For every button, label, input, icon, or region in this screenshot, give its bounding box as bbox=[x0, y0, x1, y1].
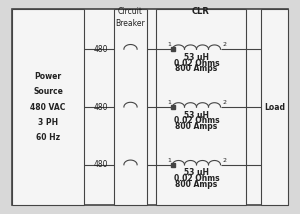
Text: 480: 480 bbox=[94, 103, 108, 111]
Text: 1: 1 bbox=[167, 158, 171, 163]
Text: 60 Hz: 60 Hz bbox=[36, 133, 60, 142]
Bar bbox=[114, 9, 147, 205]
Text: 800 Amps: 800 Amps bbox=[176, 122, 218, 131]
Text: 480 VAC: 480 VAC bbox=[30, 103, 66, 111]
Text: 3 PH: 3 PH bbox=[38, 118, 58, 127]
Text: Load: Load bbox=[264, 103, 285, 111]
Text: 2: 2 bbox=[222, 158, 226, 163]
Text: 1: 1 bbox=[167, 100, 171, 105]
Text: 800 Amps: 800 Amps bbox=[176, 64, 218, 73]
Text: Circuit: Circuit bbox=[118, 7, 143, 16]
Text: 2: 2 bbox=[222, 100, 226, 105]
Text: 53 uH: 53 uH bbox=[184, 53, 209, 62]
Text: 2: 2 bbox=[222, 42, 226, 47]
Bar bbox=[261, 9, 288, 205]
Text: 53 uH: 53 uH bbox=[184, 111, 209, 120]
Bar bbox=[156, 9, 246, 205]
Text: Breaker: Breaker bbox=[116, 19, 146, 28]
Text: Power: Power bbox=[34, 72, 62, 81]
Text: 480: 480 bbox=[94, 160, 108, 169]
Text: 480: 480 bbox=[94, 45, 108, 54]
Text: 1: 1 bbox=[167, 42, 171, 47]
Text: 0.02 Ohms: 0.02 Ohms bbox=[174, 174, 219, 183]
Text: 53 uH: 53 uH bbox=[184, 168, 209, 177]
Text: 800 Amps: 800 Amps bbox=[176, 180, 218, 189]
Text: Source: Source bbox=[33, 87, 63, 96]
Text: 0.02 Ohms: 0.02 Ohms bbox=[174, 59, 219, 68]
Text: 0.02 Ohms: 0.02 Ohms bbox=[174, 116, 219, 125]
Text: CLR: CLR bbox=[192, 7, 210, 16]
Bar bbox=[12, 9, 84, 205]
